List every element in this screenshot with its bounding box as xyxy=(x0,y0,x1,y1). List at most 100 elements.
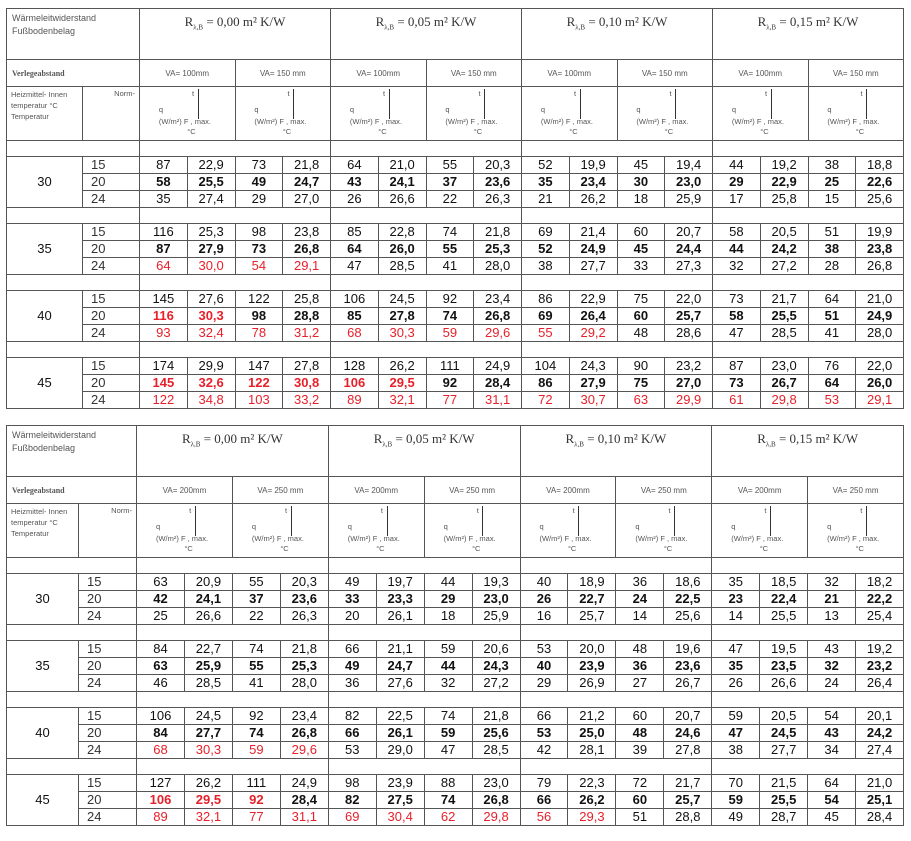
deg-label: °C xyxy=(760,127,769,136)
heat-output-cell: 60 xyxy=(615,791,665,809)
q-unit-label: (W/m²) F , max. xyxy=(636,117,689,126)
heat-output-cell: 24 xyxy=(807,674,857,692)
title-line2: Fußbodenbelag xyxy=(12,443,76,453)
header-spacing-row: Verlegeabstand VA= 100mm VA= 150 mm VA= 100… xyxy=(6,59,904,87)
unit-header: t q (W/m²) F , max. °C xyxy=(425,86,522,141)
heat-output-cell: 103 xyxy=(234,391,284,409)
q-unit-label: (W/m²) F , max. xyxy=(731,117,784,126)
deg-label: °C xyxy=(473,127,483,136)
q-label: q xyxy=(349,105,355,114)
floor-temp-cell: 28,8 xyxy=(282,307,331,325)
floor-temp-cell: 30,4 xyxy=(375,808,425,826)
t-label: t xyxy=(191,89,195,98)
title-line1: Wärmeleitwiderstand xyxy=(12,430,97,440)
floor-temp-cell: 31,1 xyxy=(279,808,329,826)
deg-label: °C xyxy=(378,127,387,136)
floor-temp-cell: 18,2 xyxy=(855,573,904,591)
heat-output-cell: 37 xyxy=(425,173,475,191)
r-subscript: λ,B xyxy=(190,440,201,449)
floor-temp-cell: 23,4 xyxy=(279,707,329,725)
heat-output-cell: 74 xyxy=(231,724,281,742)
heat-output-cell: 106 xyxy=(136,791,185,809)
heat-output-cell: 127 xyxy=(136,774,185,792)
divider xyxy=(770,506,772,536)
floor-temp-cell: 28,5 xyxy=(183,674,233,692)
heat-output-cell: 44 xyxy=(423,573,473,591)
heat-output-cell: 86 xyxy=(521,290,570,308)
heat-output-cell: 74 xyxy=(231,640,281,658)
spacer-cell xyxy=(519,624,713,641)
floor-temp-cell: 24,9 xyxy=(855,307,904,325)
floor-temp-cell: 26,2 xyxy=(567,791,617,809)
unit-header: t q (W/m²) F , max. °C xyxy=(521,86,618,141)
floor-temp-cell: 19,7 xyxy=(375,573,425,591)
floor-temp-cell: 27,6 xyxy=(186,290,236,308)
heat-output-cell: 106 xyxy=(330,290,379,308)
q-label: q xyxy=(158,105,164,114)
r-value: = 0,00 m² K/W xyxy=(206,14,286,29)
spacer-cell xyxy=(327,691,521,708)
floor-temp-cell: 26,0 xyxy=(855,374,904,392)
heat-output-cell: 52 xyxy=(521,156,570,174)
room-temperature: 24 xyxy=(82,391,140,409)
heat-output-cell: 64 xyxy=(139,257,188,275)
heat-output-cell: 49 xyxy=(327,573,377,591)
table-row: 20 63 25,9 55 25,3 49 24,7 44 24,3 40 23,9 36 23,6 35… xyxy=(7,657,904,675)
floor-temp-cell: 29,1 xyxy=(282,257,331,275)
floor-temp-cell: 19,3 xyxy=(471,573,521,591)
q-label: q xyxy=(540,105,546,114)
heat-output-cell: 78 xyxy=(234,324,284,342)
floor-temp-cell: 27,5 xyxy=(375,791,425,809)
table-row: 30 15 87 22,9 73 21,8 64 21,0 55 20,3 52 19,9 45 19,4… xyxy=(6,156,904,208)
floor-temp-cell: 22,7 xyxy=(183,640,233,658)
heat-output-cell: 49 xyxy=(327,657,377,675)
r-symbol: R xyxy=(757,431,766,446)
heat-output-cell: 58 xyxy=(712,223,761,241)
floor-temp-cell: 22,7 xyxy=(567,590,617,608)
heat-output-cell: 70 xyxy=(711,774,761,792)
norm-label: Norm- xyxy=(78,503,137,558)
q-label: q xyxy=(443,522,448,531)
table-row: 20 106 29,5 92 28,4 82 27,5 74 26,8 66 26,2 60 25,7 5… xyxy=(7,791,904,809)
floor-temp-cell: 21,0 xyxy=(855,290,904,308)
floor-temp-cell: 23,9 xyxy=(567,657,617,675)
floor-temp-cell: 20,7 xyxy=(664,223,713,241)
floor-temp-cell: 25,6 xyxy=(663,607,713,625)
floor-temp-cell: 23,9 xyxy=(375,774,425,792)
floor-temp-cell: 26,2 xyxy=(568,190,618,208)
spacer-cell xyxy=(327,557,521,574)
heat-output-cell: 55 xyxy=(231,573,281,591)
floor-temp-cell: 27,0 xyxy=(664,374,713,392)
heat-output-cell: 87 xyxy=(139,240,188,258)
heat-output-cell: 41 xyxy=(231,674,281,692)
floor-temp-cell: 24,4 xyxy=(664,240,713,258)
heat-output-cell: 59 xyxy=(711,791,761,809)
floor-temp-cell: 28,5 xyxy=(759,324,809,342)
heat-output-cell: 147 xyxy=(234,357,284,375)
floor-temp-cell: 27,3 xyxy=(664,257,713,275)
divider xyxy=(290,506,292,536)
spacer-row xyxy=(6,207,904,224)
floor-temp-cell: 25,9 xyxy=(664,190,713,208)
floor-temp-cell: 23,2 xyxy=(664,357,713,375)
deg-label: °C xyxy=(855,127,865,136)
spacer-row xyxy=(6,274,904,291)
floor-temp-cell: 26,8 xyxy=(471,791,521,809)
floor-temp-cell: 22,5 xyxy=(663,590,713,608)
floor-temp-cell: 28,0 xyxy=(279,674,329,692)
room-temperature: 24 xyxy=(82,324,140,342)
heat-output-cell: 73 xyxy=(234,240,284,258)
floor-temp-cell: 32,4 xyxy=(186,324,236,342)
heat-output-cell: 68 xyxy=(136,741,185,759)
r-value: = 0,05 m² K/W xyxy=(395,431,475,446)
va-header: VA= 250 mm xyxy=(423,476,521,504)
heat-output-cell: 28 xyxy=(807,257,857,275)
room-temperature: 24 xyxy=(78,741,137,759)
floor-temp-cell: 27,9 xyxy=(568,374,618,392)
deg-label: °C xyxy=(472,544,481,553)
spacer-cell xyxy=(6,341,140,358)
heat-output-cell: 92 xyxy=(231,791,281,809)
floor-temp-cell: 19,6 xyxy=(663,640,713,658)
floor-temp-cell: 22,6 xyxy=(855,173,904,191)
floor-temp-cell: 23,8 xyxy=(855,240,904,258)
